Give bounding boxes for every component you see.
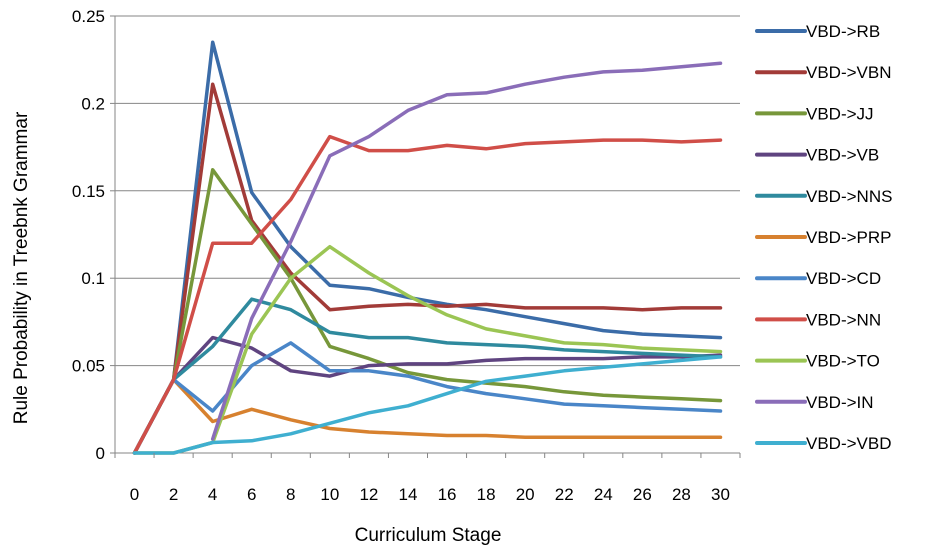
- x-tick-label: 28: [672, 485, 691, 504]
- legend-label: VBD->NNS: [806, 187, 892, 206]
- legend-label: VBD->TO: [806, 352, 880, 371]
- series-line-vbd-vbd: [132, 355, 723, 455]
- series-line-vbd-nns: [132, 297, 723, 455]
- legend-item: VBD->RB: [755, 22, 880, 41]
- legend-item: VBD->VBD: [755, 434, 892, 453]
- legend-label: VBD->NN: [806, 310, 881, 329]
- x-tick-label: 30: [711, 485, 730, 504]
- x-axis-ticks: 0 2 4 6 8 10 12 14 16 18 20 22 24 26 28 30: [114, 453, 741, 504]
- x-tick-label: 6: [247, 485, 256, 504]
- y-tick-label: 0.25: [72, 7, 105, 26]
- y-tick-label: 0.1: [81, 269, 105, 288]
- legend-label: VBD->VBD: [806, 434, 892, 453]
- y-tick-label: 0.05: [72, 357, 105, 376]
- legend-item: VBD->IN: [755, 393, 874, 412]
- x-tick-label: 26: [633, 485, 652, 504]
- y-tick-label: 0: [96, 444, 105, 463]
- series-line-vbd-to: [132, 244, 723, 455]
- x-tick-label: 20: [516, 485, 535, 504]
- series-line-vbd-nn: [132, 134, 723, 455]
- x-tick-label: 8: [286, 485, 295, 504]
- x-tick-label: 10: [320, 485, 339, 504]
- y-axis-ticks: 0 0.05 0.1 0.15 0.2 0.25: [72, 7, 115, 463]
- y-tick-label: 0.2: [81, 94, 105, 113]
- x-tick-label: 0: [130, 485, 139, 504]
- legend-item: VBD->VB: [755, 146, 879, 165]
- series-lines: [132, 40, 723, 455]
- legend-label: VBD->IN: [806, 393, 874, 412]
- legend-item: VBD->JJ: [755, 104, 874, 123]
- series-line-vbd-vb: [132, 335, 723, 455]
- series-line-vbd-jj: [132, 168, 723, 455]
- legend-item: VBD->NNS: [755, 187, 892, 206]
- x-tick-label: 12: [359, 485, 378, 504]
- x-tick-label: 16: [438, 485, 457, 504]
- legend-item: VBD->PRP: [755, 228, 892, 247]
- legend-item: VBD->NN: [755, 310, 881, 329]
- x-tick-label: 14: [399, 485, 418, 504]
- x-tick-label: 24: [594, 485, 613, 504]
- series-line-vbd-rb: [132, 40, 723, 455]
- series-line-vbd-prp: [132, 377, 723, 455]
- legend-item: VBD->CD: [755, 269, 881, 288]
- x-tick-label: 22: [555, 485, 574, 504]
- y-axis-title: Rule Probability in Treebnk Grammar: [11, 111, 32, 424]
- legend-label: VBD->VBN: [806, 63, 892, 82]
- legend-label: VBD->JJ: [806, 104, 874, 123]
- x-tick-label: 18: [477, 485, 496, 504]
- y-tick-label: 0.15: [72, 182, 105, 201]
- legend-label: VBD->VB: [806, 146, 879, 165]
- x-tick-label: 4: [208, 485, 217, 504]
- legend: VBD->RB VBD->VBN VBD->JJ VBD->VB VBD->NNS VBD…: [755, 22, 892, 453]
- legend-item: VBD->VBN: [755, 63, 892, 82]
- x-tick-label: 2: [169, 485, 178, 504]
- legend-item: VBD->TO: [755, 352, 880, 371]
- x-axis-title: Curriculum Stage: [355, 525, 502, 546]
- legend-label: VBD->CD: [806, 269, 881, 288]
- legend-label: VBD->RB: [806, 22, 880, 41]
- legend-label: VBD->PRP: [806, 228, 892, 247]
- series-line-vbd-in: [210, 61, 723, 441]
